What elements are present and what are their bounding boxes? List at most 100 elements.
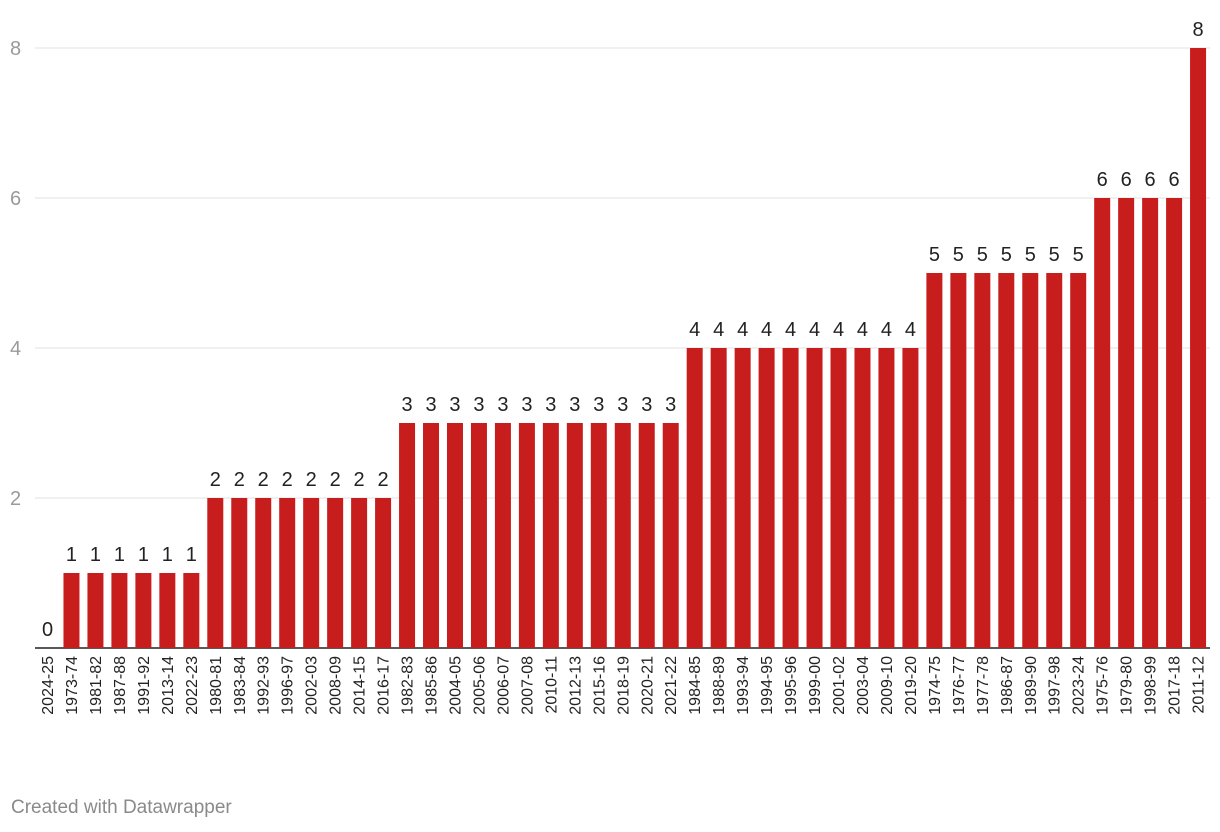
bar[interactable] bbox=[614, 423, 631, 648]
x-tick-label: 1975-76 bbox=[1095, 656, 1112, 715]
x-tick-label: 2002-03 bbox=[304, 656, 321, 715]
x-tick-label: 2003-04 bbox=[855, 656, 872, 715]
x-axis-ticks: 2024-25 1973-74 1981-82 1987-88 1991-92 2013-… bbox=[40, 656, 1208, 715]
x-tick-label: 1996-97 bbox=[280, 656, 297, 715]
data-label: 1 bbox=[90, 544, 101, 566]
data-label: 1 bbox=[66, 544, 77, 566]
bar[interactable] bbox=[87, 573, 104, 648]
x-tick-label: 2005-06 bbox=[471, 656, 488, 715]
x-tick-label: 1986-87 bbox=[999, 656, 1016, 715]
x-tick-label: 1987-88 bbox=[112, 656, 129, 715]
bar[interactable] bbox=[399, 423, 416, 648]
data-label: 1 bbox=[138, 544, 149, 566]
x-tick-label: 1984-85 bbox=[687, 656, 704, 715]
bar[interactable] bbox=[446, 423, 463, 648]
bar[interactable] bbox=[279, 498, 296, 648]
bar[interactable] bbox=[686, 348, 703, 648]
bar[interactable] bbox=[183, 573, 200, 648]
bar[interactable] bbox=[1118, 198, 1135, 648]
bar[interactable] bbox=[998, 273, 1015, 648]
bar[interactable] bbox=[303, 498, 320, 648]
bar[interactable] bbox=[566, 423, 583, 648]
bar[interactable] bbox=[590, 423, 607, 648]
bar[interactable] bbox=[231, 498, 248, 648]
data-label: 6 bbox=[1145, 169, 1156, 191]
x-tick-label: 1977-78 bbox=[975, 656, 992, 715]
bar[interactable] bbox=[1142, 198, 1159, 648]
bar[interactable] bbox=[159, 573, 176, 648]
bar[interactable] bbox=[518, 423, 535, 648]
bar[interactable] bbox=[902, 348, 919, 648]
x-tick-label: 2015-16 bbox=[591, 656, 608, 715]
x-tick-label: 2008-09 bbox=[328, 656, 345, 715]
x-tick-label: 1993-94 bbox=[735, 656, 752, 715]
bar[interactable] bbox=[63, 573, 80, 648]
x-tick-label: 2004-05 bbox=[447, 656, 464, 715]
bar[interactable] bbox=[638, 423, 655, 648]
x-tick-label: 2009-10 bbox=[879, 656, 896, 715]
data-label: 3 bbox=[617, 394, 628, 416]
x-tick-label: 2022-23 bbox=[184, 656, 201, 715]
data-label: 3 bbox=[401, 394, 412, 416]
bar[interactable] bbox=[207, 498, 224, 648]
x-tick-label: 1974-75 bbox=[927, 656, 944, 715]
bar[interactable] bbox=[758, 348, 775, 648]
data-label: 3 bbox=[425, 394, 436, 416]
bar[interactable] bbox=[878, 348, 895, 648]
bar[interactable] bbox=[494, 423, 511, 648]
x-tick-label: 2006-07 bbox=[495, 656, 512, 715]
data-label: 5 bbox=[929, 244, 940, 266]
data-label: 4 bbox=[809, 319, 820, 341]
bar[interactable] bbox=[854, 348, 871, 648]
data-label: 2 bbox=[354, 469, 365, 491]
bar[interactable] bbox=[782, 348, 799, 648]
data-label: 5 bbox=[977, 244, 988, 266]
x-tick-label: 1973-74 bbox=[64, 656, 81, 715]
data-label: 3 bbox=[593, 394, 604, 416]
data-label: 4 bbox=[857, 319, 868, 341]
bar[interactable] bbox=[662, 423, 679, 648]
bar[interactable] bbox=[470, 423, 487, 648]
bar[interactable] bbox=[1166, 198, 1183, 648]
data-label: 4 bbox=[785, 319, 796, 341]
bar[interactable] bbox=[974, 273, 991, 648]
x-tick-label: 1997-98 bbox=[1047, 656, 1064, 715]
x-tick-label: 2013-14 bbox=[160, 656, 177, 715]
bar[interactable] bbox=[734, 348, 751, 648]
data-label: 6 bbox=[1121, 169, 1132, 191]
bar[interactable] bbox=[423, 423, 440, 648]
data-label: 5 bbox=[1049, 244, 1060, 266]
bar[interactable] bbox=[1190, 48, 1207, 648]
x-tick-label: 2010-11 bbox=[543, 656, 560, 714]
bar[interactable] bbox=[950, 273, 967, 648]
bar[interactable] bbox=[135, 573, 152, 648]
x-tick-label: 2017-18 bbox=[1167, 656, 1184, 715]
bar[interactable] bbox=[375, 498, 392, 648]
bar[interactable] bbox=[351, 498, 368, 648]
bar[interactable] bbox=[1094, 198, 1111, 648]
x-tick-label: 2012-13 bbox=[567, 656, 584, 715]
bar[interactable] bbox=[327, 498, 344, 648]
bar[interactable] bbox=[926, 273, 943, 648]
data-label: 3 bbox=[497, 394, 508, 416]
data-label: 4 bbox=[905, 319, 916, 341]
bar[interactable] bbox=[542, 423, 559, 648]
data-label: 6 bbox=[1097, 169, 1108, 191]
y-tick-label: 8 bbox=[10, 38, 21, 60]
bar[interactable] bbox=[806, 348, 823, 648]
x-tick-label: 2020-21 bbox=[639, 656, 656, 715]
data-label: 3 bbox=[449, 394, 460, 416]
bar[interactable] bbox=[1022, 273, 1039, 648]
bar[interactable] bbox=[830, 348, 847, 648]
data-label: 2 bbox=[306, 469, 317, 491]
x-tick-label: 2023-24 bbox=[1071, 656, 1088, 715]
x-tick-label: 1981-82 bbox=[88, 656, 105, 715]
bar[interactable] bbox=[710, 348, 727, 648]
x-tick-label: 1980-81 bbox=[208, 656, 225, 715]
bar[interactable] bbox=[1070, 273, 1087, 648]
bar[interactable] bbox=[111, 573, 128, 648]
credit-footer[interactable]: Created with Datawrapper bbox=[11, 797, 232, 818]
bar[interactable] bbox=[255, 498, 272, 648]
bar[interactable] bbox=[1046, 273, 1063, 648]
x-tick-label: 1999-00 bbox=[807, 656, 824, 715]
